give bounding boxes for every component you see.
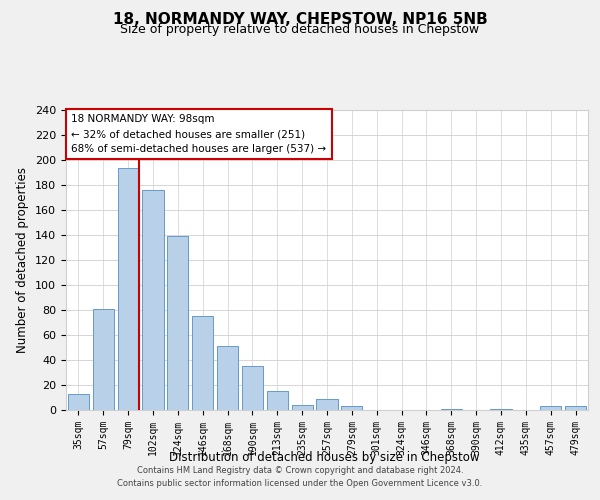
Bar	[540, 406, 561, 410]
Bar	[292, 405, 313, 410]
Text: Contains HM Land Registry data © Crown copyright and database right 2024.
Contai: Contains HM Land Registry data © Crown c…	[118, 466, 482, 487]
Bar	[217, 346, 238, 410]
Text: Distribution of detached houses by size in Chepstow: Distribution of detached houses by size …	[169, 451, 479, 464]
Text: Size of property relative to detached houses in Chepstow: Size of property relative to detached ho…	[121, 24, 479, 36]
Bar	[167, 236, 188, 410]
Bar	[441, 409, 462, 410]
Bar	[490, 409, 512, 410]
Bar	[267, 391, 288, 410]
Bar	[565, 406, 586, 410]
Bar	[242, 366, 263, 410]
Bar	[341, 406, 362, 410]
Y-axis label: Number of detached properties: Number of detached properties	[16, 167, 29, 353]
Text: 18, NORMANDY WAY, CHEPSTOW, NP16 5NB: 18, NORMANDY WAY, CHEPSTOW, NP16 5NB	[113, 12, 487, 28]
Bar	[142, 190, 164, 410]
Bar	[93, 308, 114, 410]
Bar	[192, 316, 213, 410]
Bar	[118, 168, 139, 410]
Text: 18 NORMANDY WAY: 98sqm
← 32% of detached houses are smaller (251)
68% of semi-de: 18 NORMANDY WAY: 98sqm ← 32% of detached…	[71, 114, 326, 154]
Bar	[68, 394, 89, 410]
Bar	[316, 399, 338, 410]
